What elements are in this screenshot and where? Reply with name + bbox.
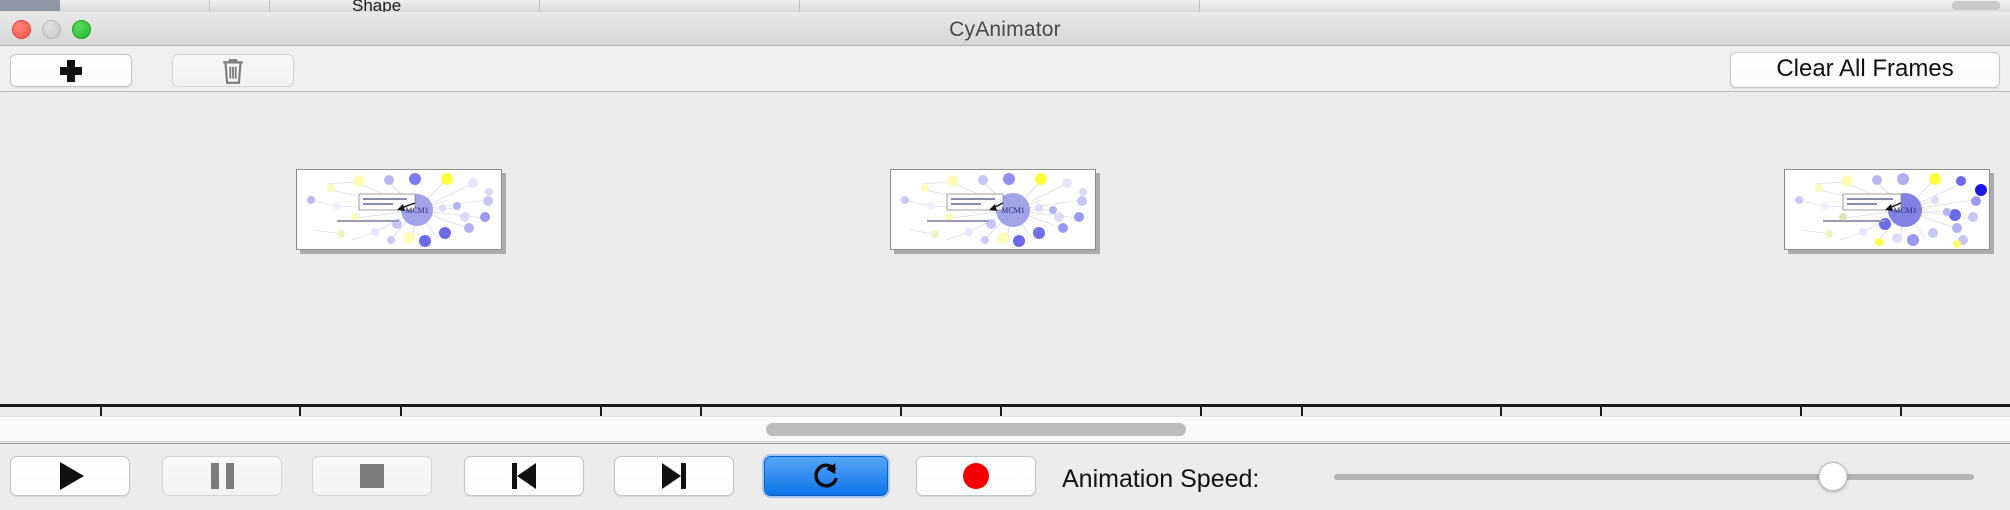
minimize-button[interactable] bbox=[42, 20, 61, 39]
axis-tick-minor bbox=[400, 407, 402, 416]
loop-icon bbox=[814, 463, 838, 488]
record-icon bbox=[963, 463, 989, 489]
skip-forward-icon bbox=[662, 463, 686, 489]
axis-tick-minor bbox=[700, 407, 702, 416]
background-window-tab bbox=[270, 0, 360, 12]
timeline-scrollbar[interactable] bbox=[0, 416, 2010, 442]
svg-text:MCM1: MCM1 bbox=[1893, 206, 1917, 215]
clear-all-frames-label: Clear All Frames bbox=[1776, 55, 1954, 82]
zoom-button[interactable] bbox=[72, 20, 91, 39]
network-graph-thumbnail: MCM1 bbox=[891, 170, 1095, 249]
animation-speed-slider[interactable] bbox=[1334, 462, 1974, 491]
axis-tick-major bbox=[1800, 407, 1802, 416]
axis-tick-major bbox=[900, 407, 902, 416]
skip-back-icon bbox=[512, 463, 536, 489]
background-window-tab bbox=[60, 0, 210, 12]
traffic-lights bbox=[12, 20, 91, 39]
add-frame-button[interactable] bbox=[10, 54, 132, 87]
axis-tick-minor bbox=[1000, 407, 1002, 416]
background-window-tab bbox=[360, 0, 540, 12]
loop-button[interactable] bbox=[764, 456, 888, 496]
plus-icon bbox=[58, 58, 84, 84]
background-window-tab bbox=[800, 0, 1200, 12]
timeline-scrollbar-thumb[interactable] bbox=[766, 423, 1186, 436]
background-window-scrollbar[interactable] bbox=[1952, 1, 2000, 10]
network-graph-svg: MCM1 bbox=[1795, 173, 1987, 248]
skip-forward-button[interactable] bbox=[614, 456, 734, 496]
timeline-axis bbox=[0, 404, 2010, 407]
stop-icon bbox=[360, 464, 384, 488]
window-title: CyAnimator bbox=[949, 18, 1061, 41]
network-graph-svg: MCM1 bbox=[307, 173, 493, 247]
pause-button[interactable] bbox=[162, 456, 282, 496]
play-icon bbox=[60, 462, 84, 490]
axis-tick-major bbox=[299, 407, 301, 416]
pause-icon bbox=[210, 463, 234, 489]
timeline-frame-thumbnail[interactable]: MCM1 bbox=[296, 169, 502, 250]
svg-text:MCM1: MCM1 bbox=[405, 206, 429, 215]
record-button[interactable] bbox=[916, 456, 1036, 496]
toolbar: Clear All Frames bbox=[0, 46, 2010, 92]
trash-icon bbox=[223, 58, 243, 84]
axis-tick-minor bbox=[1600, 407, 1602, 416]
clear-all-frames-button[interactable]: Clear All Frames bbox=[1730, 52, 2000, 88]
title-bar: CyAnimator bbox=[0, 12, 2010, 46]
network-graph-svg: MCM1 bbox=[901, 173, 1087, 247]
network-graph-thumbnail: MCM1 bbox=[297, 170, 501, 249]
background-window-tab bbox=[540, 0, 800, 12]
timeline-panel[interactable]: MCM1 bbox=[0, 92, 2010, 416]
animation-speed-label: Animation Speed: bbox=[1062, 465, 1260, 493]
close-button[interactable] bbox=[12, 20, 31, 39]
timeline-frame-thumbnail[interactable]: MCM1 bbox=[890, 169, 1096, 250]
delete-frame-button[interactable] bbox=[172, 54, 294, 87]
background-window-tab bbox=[210, 0, 270, 12]
background-window-strip: Shape bbox=[0, 0, 2010, 12]
transport-bar: Animation Speed: bbox=[0, 443, 2010, 510]
axis-tick-major bbox=[1200, 407, 1202, 416]
timeline-frame-thumbnail[interactable]: MCM1 bbox=[1784, 169, 1990, 250]
axis-tick-minor bbox=[100, 407, 102, 416]
play-button[interactable] bbox=[10, 456, 130, 496]
network-graph-thumbnail: MCM1 bbox=[1785, 170, 1989, 249]
animation-speed-slider-knob[interactable] bbox=[1818, 462, 1848, 491]
background-window-sidebar bbox=[0, 0, 60, 11]
background-window-label: Shape bbox=[352, 0, 402, 12]
axis-tick-minor bbox=[1301, 407, 1303, 416]
skip-back-button[interactable] bbox=[464, 456, 584, 496]
svg-text:MCM1: MCM1 bbox=[1001, 206, 1025, 215]
axis-tick-minor bbox=[1900, 407, 1902, 416]
axis-tick-major bbox=[1500, 407, 1502, 416]
axis-tick-major bbox=[600, 407, 602, 416]
stop-button[interactable] bbox=[312, 456, 432, 496]
